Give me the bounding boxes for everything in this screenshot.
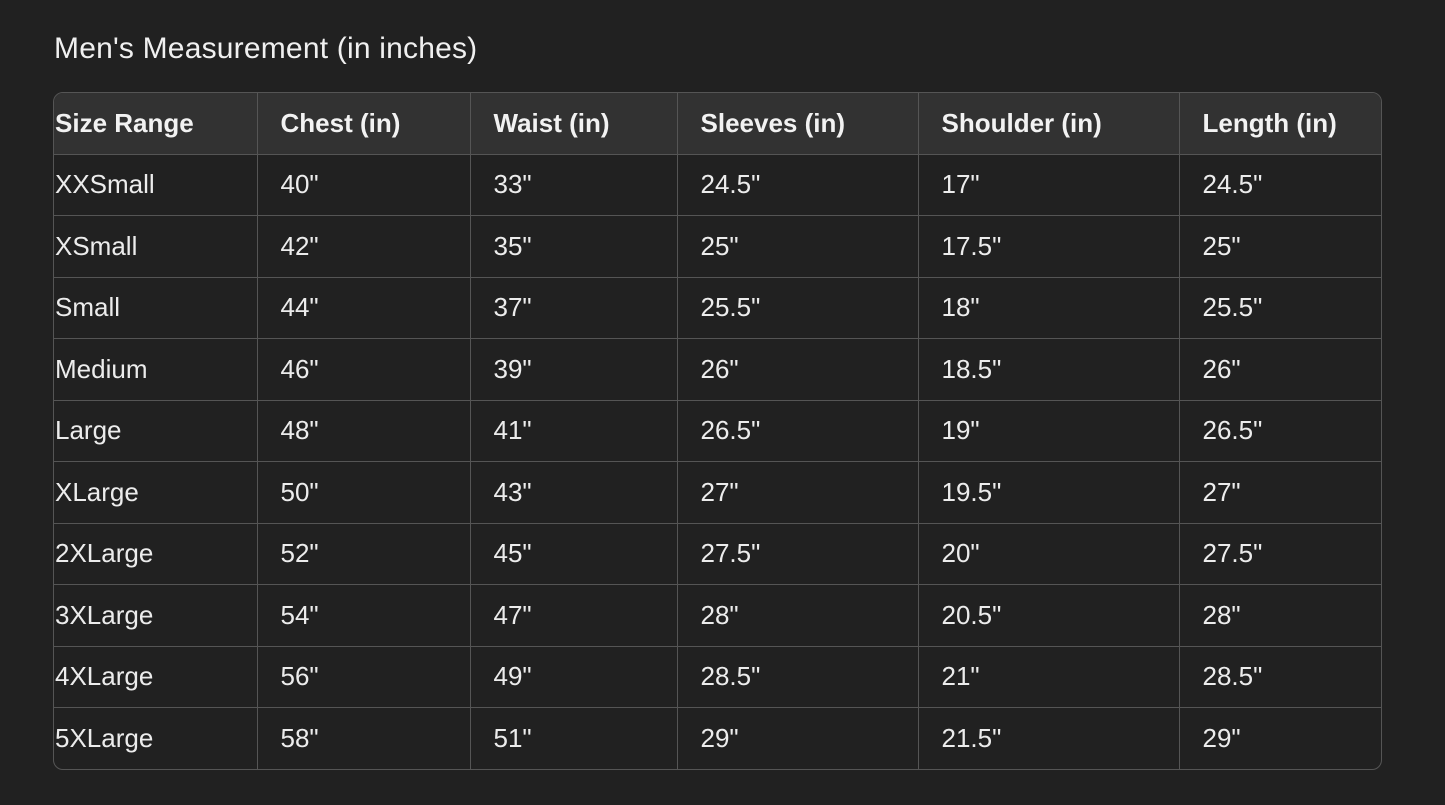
- measurement-cell: 25": [677, 215, 919, 278]
- measurement-cell: 18": [918, 277, 1180, 339]
- measurement-cell: 26": [677, 338, 919, 401]
- table-row: 5XLarge 58" 51" 29" 21.5" 29": [54, 707, 1381, 769]
- measurement-cell: 21.5": [918, 707, 1180, 769]
- size-label-cell: 2XLarge: [54, 523, 258, 585]
- measurement-cell: 41": [470, 400, 678, 462]
- measurement-cell: 43": [470, 461, 678, 524]
- column-header: Shoulder (in): [918, 93, 1180, 155]
- measurement-cell: 45": [470, 523, 678, 585]
- size-label-cell: XXSmall: [54, 154, 258, 216]
- size-label-cell: Medium: [54, 338, 258, 401]
- measurement-cell: 18.5": [918, 338, 1180, 401]
- measurement-cell: 25.5": [677, 277, 919, 339]
- measurement-cell: 26.5": [1179, 400, 1381, 462]
- measurement-cell: 56": [257, 646, 471, 708]
- measurement-cell: 26": [1179, 338, 1381, 401]
- measurement-cell: 27": [677, 461, 919, 524]
- column-header: Size Range: [54, 93, 258, 155]
- measurement-cell: 39": [470, 338, 678, 401]
- measurement-cell: 19": [918, 400, 1180, 462]
- measurement-cell: 46": [257, 338, 471, 401]
- measurement-cell: 52": [257, 523, 471, 585]
- measurement-cell: 49": [470, 646, 678, 708]
- measurement-cell: 17": [918, 154, 1180, 216]
- measurement-cell: 29": [677, 707, 919, 769]
- table-row: XSmall 42" 35" 25" 17.5" 25": [54, 215, 1381, 278]
- measurement-cell: 28.5": [1179, 646, 1381, 708]
- measurement-cell: 47": [470, 584, 678, 647]
- size-label-cell: Small: [54, 277, 258, 339]
- column-header: Sleeves (in): [677, 93, 919, 155]
- measurement-cell: 25.5": [1179, 277, 1381, 339]
- measurement-cell: 17.5": [918, 215, 1180, 278]
- measurement-cell: 35": [470, 215, 678, 278]
- measurement-cell: 21": [918, 646, 1180, 708]
- table-row: XLarge 50" 43" 27" 19.5" 27": [54, 461, 1381, 524]
- measurement-cell: 33": [470, 154, 678, 216]
- column-header: Length (in): [1179, 93, 1381, 155]
- measurement-cell: 58": [257, 707, 471, 769]
- measurement-cell: 50": [257, 461, 471, 524]
- table-row: 4XLarge 56" 49" 28.5" 21" 28.5": [54, 646, 1381, 708]
- measurement-cell: 40": [257, 154, 471, 216]
- measurement-cell: 51": [470, 707, 678, 769]
- measurement-cell: 37": [470, 277, 678, 339]
- measurement-cell: 54": [257, 584, 471, 647]
- page-title: Men's Measurement (in inches): [54, 32, 478, 65]
- measurement-cell: 28": [677, 584, 919, 647]
- table-row: 2XLarge 52" 45" 27.5" 20" 27.5": [54, 523, 1381, 585]
- size-label-cell: 5XLarge: [54, 707, 258, 769]
- measurement-cell: 42": [257, 215, 471, 278]
- size-label-cell: 4XLarge: [54, 646, 258, 708]
- measurement-cell: 19.5": [918, 461, 1180, 524]
- measurement-cell: 28.5": [677, 646, 919, 708]
- size-table: Size Range Chest (in) Waist (in) Sleeves (i…: [54, 93, 1381, 769]
- size-label-cell: XSmall: [54, 215, 258, 278]
- measurement-cell: 48": [257, 400, 471, 462]
- measurement-cell: 26.5": [677, 400, 919, 462]
- column-header: Chest (in): [257, 93, 471, 155]
- table-row: XXSmall 40" 33" 24.5" 17" 24.5": [54, 154, 1381, 216]
- measurement-cell: 24.5": [677, 154, 919, 216]
- table-row: Small 44" 37" 25.5" 18" 25.5": [54, 277, 1381, 339]
- measurement-cell: 27": [1179, 461, 1381, 524]
- measurement-cell: 25": [1179, 215, 1381, 278]
- measurement-cell: 28": [1179, 584, 1381, 647]
- measurement-cell: 27.5": [1179, 523, 1381, 585]
- size-label-cell: Large: [54, 400, 258, 462]
- column-header: Waist (in): [470, 93, 678, 155]
- measurement-cell: 24.5": [1179, 154, 1381, 216]
- size-label-cell: XLarge: [54, 461, 258, 524]
- table-header-row: Size Range Chest (in) Waist (in) Sleeves (i…: [54, 93, 1381, 155]
- measurement-cell: 20": [918, 523, 1180, 585]
- size-table-container: Size Range Chest (in) Waist (in) Sleeves (i…: [53, 92, 1382, 770]
- size-label-cell: 3XLarge: [54, 584, 258, 647]
- table-row: Medium 46" 39" 26" 18.5" 26": [54, 338, 1381, 401]
- table-row: 3XLarge 54" 47" 28" 20.5" 28": [54, 584, 1381, 647]
- measurement-cell: 20.5": [918, 584, 1180, 647]
- measurement-cell: 27.5": [677, 523, 919, 585]
- measurement-cell: 44": [257, 277, 471, 339]
- table-row: Large 48" 41" 26.5" 19" 26.5": [54, 400, 1381, 462]
- measurement-cell: 29": [1202, 722, 1241, 753]
